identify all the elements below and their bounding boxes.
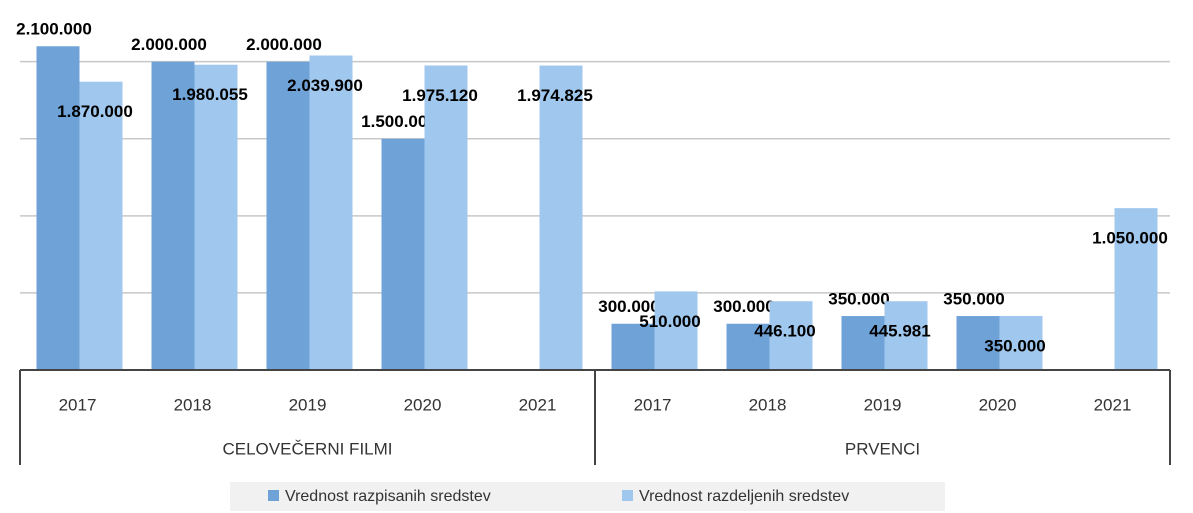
- bar: [611, 323, 655, 370]
- data-label: 300.000: [598, 297, 659, 316]
- bar: [841, 316, 885, 370]
- bar: [381, 138, 425, 370]
- x-tick-label: 2021: [1094, 395, 1132, 414]
- data-label: 2.000.000: [131, 35, 207, 54]
- data-label: 1.980.055: [172, 85, 248, 104]
- bar: [999, 316, 1043, 370]
- x-tick-label: 2017: [634, 395, 672, 414]
- x-tick-label: 2020: [404, 395, 442, 414]
- data-label: 350.000: [984, 337, 1045, 356]
- group-label: PRVENCI: [845, 439, 920, 458]
- bar: [769, 301, 813, 370]
- data-label: 350.000: [943, 290, 1004, 309]
- legend-swatch: [622, 490, 633, 501]
- x-tick-label: 2020: [979, 395, 1017, 414]
- bar: [194, 64, 238, 371]
- data-label: 1.974.825: [517, 86, 593, 105]
- data-label: 1.975.120: [402, 86, 478, 105]
- data-label: 1.870.000: [57, 102, 133, 121]
- data-label: 350.000: [828, 290, 889, 309]
- bar: [726, 323, 770, 370]
- legend-label: Vrednost razpisanih sredstev: [285, 488, 491, 505]
- data-label: 445.981: [869, 322, 930, 341]
- bar: [309, 55, 353, 371]
- bar: [151, 61, 195, 371]
- data-label: 510.000: [639, 312, 700, 331]
- x-tick-label: 2019: [864, 395, 902, 414]
- data-label: 2.100.000: [16, 20, 92, 39]
- bar: [36, 46, 80, 370]
- bar: [956, 316, 1000, 370]
- x-tick-label: 2018: [174, 395, 212, 414]
- group-label: CELOVEČERNI FILMI: [222, 439, 392, 458]
- x-tick-label: 2017: [59, 395, 97, 414]
- legend-box: [230, 482, 945, 511]
- data-label: 2.000.000: [246, 35, 322, 54]
- data-label: 300.000: [713, 297, 774, 316]
- legend-label: Vrednost razdeljenih sredstev: [639, 488, 849, 505]
- x-tick-label: 2018: [749, 395, 787, 414]
- bar: [266, 61, 310, 371]
- bar: [539, 65, 583, 370]
- data-label: 1.500.000: [361, 112, 437, 131]
- legend-swatch: [268, 490, 279, 501]
- bar: [79, 81, 123, 370]
- bar: [424, 65, 468, 371]
- x-tick-label: 2019: [289, 395, 327, 414]
- data-label: 1.050.000: [1092, 229, 1168, 248]
- data-label: 446.100: [754, 322, 815, 341]
- data-label: 2.039.900: [287, 76, 363, 95]
- bar: [884, 301, 928, 370]
- bar: [654, 291, 698, 370]
- bar: [1114, 208, 1158, 370]
- x-tick-label: 2021: [519, 395, 557, 414]
